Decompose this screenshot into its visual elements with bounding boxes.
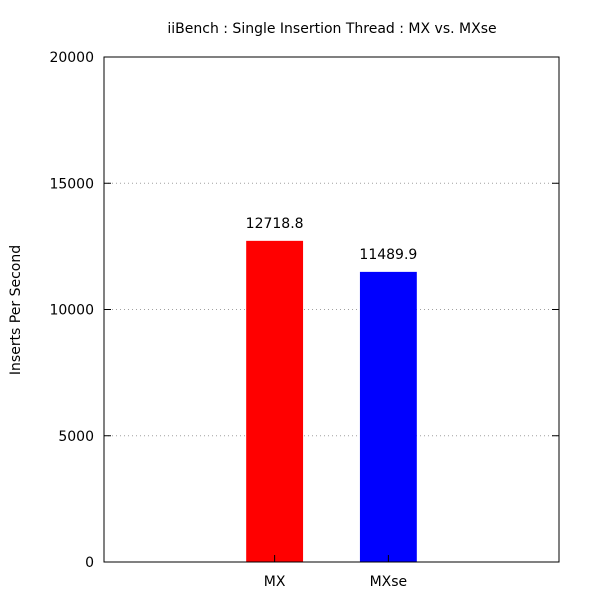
y-tick-label: 15000 [49, 176, 94, 192]
y-axis-label: Inserts Per Second [8, 245, 24, 375]
y-tick-label: 20000 [49, 50, 94, 66]
plot-frame [103, 56, 560, 563]
y-axis-ticks: 0 5000 10000 15000 20000 [49, 50, 559, 571]
value-label: 12718.8 [246, 216, 304, 232]
y-tick-label: 0 [85, 555, 94, 571]
value-label: 11489.9 [359, 247, 417, 263]
x-tick-label: MXse [370, 574, 408, 590]
y-tick-label: 5000 [58, 429, 94, 445]
chart-title: iiBench : Single Insertion Thread : MX v… [167, 21, 496, 37]
bars [246, 240, 417, 563]
y-tick-label: 10000 [49, 303, 94, 319]
bar-mxse [359, 271, 417, 562]
bar-mx [246, 240, 304, 563]
value-labels: 12718.8 11489.9 [246, 216, 418, 263]
x-tick-label: MX [264, 574, 286, 590]
x-axis-ticks: MX MXse [264, 555, 407, 590]
grid-lines [104, 56, 559, 437]
